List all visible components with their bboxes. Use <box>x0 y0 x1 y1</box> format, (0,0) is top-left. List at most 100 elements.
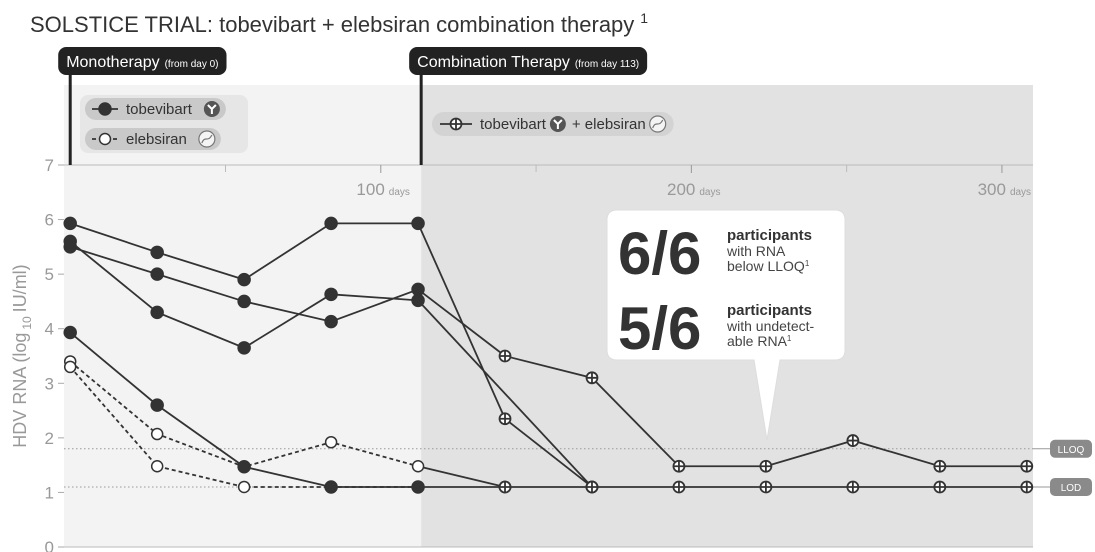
y-label-after: IU/ml) <box>10 264 30 312</box>
icon-sirna-strand <box>652 119 664 129</box>
marker <box>759 480 773 494</box>
phase-label: Monotherapy <box>66 54 159 71</box>
marker <box>585 480 599 494</box>
series-line <box>69 366 419 488</box>
y-tick-label: 4 <box>45 320 54 339</box>
marker <box>498 480 512 494</box>
phase-tag-bg <box>409 47 648 75</box>
y-label-text: HDV RNA (log <box>10 333 30 448</box>
marker <box>324 216 338 231</box>
callout-value: 6/6 <box>618 220 701 287</box>
marker <box>98 102 112 116</box>
marker <box>150 427 164 441</box>
marker <box>63 216 77 231</box>
marker <box>150 245 164 260</box>
callout-head: participants <box>727 302 812 319</box>
phase-note: (from day 113) <box>575 59 639 70</box>
marker <box>411 293 425 308</box>
chart-title: SOLSTICE TRIAL: tobevibart + elebsiran c… <box>30 10 648 37</box>
marker <box>150 398 164 412</box>
callout-line: able RNA <box>727 333 788 349</box>
marker <box>498 349 512 363</box>
callout-value: 5/6 <box>618 295 701 362</box>
series-line <box>417 288 1027 468</box>
marker <box>672 480 686 494</box>
marker <box>237 341 251 355</box>
marker <box>98 132 112 146</box>
legend-label: elebsiran <box>126 131 187 148</box>
legend-label: tobevibart <box>480 116 547 133</box>
reference-label: LOD <box>1061 483 1082 494</box>
callout-head: participants <box>727 227 812 244</box>
y-tick-label: 2 <box>45 429 54 448</box>
callout-text: with RNA <box>726 243 786 259</box>
marker <box>237 480 251 494</box>
legend: tobevibart + elebsiran <box>432 112 674 136</box>
marker <box>846 434 860 447</box>
y-tick-label: 6 <box>45 211 54 230</box>
marker <box>411 480 425 494</box>
marker <box>150 267 164 281</box>
title-text: SOLSTICE TRIAL: tobevibart + elebsiran c… <box>30 12 634 37</box>
x-tick-label: 200 <box>667 180 695 199</box>
legend-pill <box>85 128 221 150</box>
y-tick-label: 3 <box>45 374 54 393</box>
y-label-sub: 10 <box>20 316 34 330</box>
y-axis-label: HDV RNA (log 10 IU/ml) <box>10 264 34 447</box>
marker <box>63 234 77 249</box>
phase-tag: Combination Therapy (from day 113) <box>409 47 648 75</box>
reference-label: LLOQ <box>1058 445 1085 456</box>
marker <box>1020 459 1034 473</box>
callout-sup: 1 <box>787 334 792 343</box>
callout-text: with undetect- <box>726 318 814 334</box>
marker <box>63 360 77 374</box>
y-tick-label: 5 <box>45 265 54 284</box>
marker <box>585 371 599 385</box>
x-tick-unit: days <box>699 187 720 198</box>
marker <box>237 460 251 474</box>
series-line <box>417 465 506 488</box>
y-tick-label: 7 <box>45 156 54 175</box>
marker <box>846 480 860 494</box>
callout-sup: 1 <box>805 259 810 268</box>
legend: tobevibart elebsiran <box>80 95 248 153</box>
marker <box>63 325 77 340</box>
phase-note: (from day 0) <box>165 59 219 70</box>
series-line <box>417 299 593 488</box>
reference-tag <box>1050 477 1092 496</box>
y-tick-label: 1 <box>45 483 54 502</box>
legend-label: + elebsiran <box>572 116 646 133</box>
callout-box <box>606 209 846 441</box>
x-tick-unit: days <box>389 187 410 198</box>
marker <box>933 459 947 473</box>
icon-sirna-strand <box>201 134 213 144</box>
callout-line: below LLOQ <box>727 258 805 274</box>
callout-text: below LLOQ1 <box>727 258 810 274</box>
marker <box>411 459 425 473</box>
icon-antibody-y <box>207 104 217 114</box>
phase-tag-bg <box>58 47 227 75</box>
y-tick-label: 0 <box>45 538 54 552</box>
marker <box>1020 480 1034 494</box>
marker <box>237 294 251 309</box>
marker <box>672 459 686 473</box>
x-tick-label: 300 <box>978 180 1006 199</box>
phase-tag: Monotherapy (from day 0) <box>58 47 227 75</box>
phase-tag-text: Monotherapy (from day 0) <box>66 54 218 71</box>
legend-pill <box>85 98 226 120</box>
marker <box>324 314 338 329</box>
marker <box>324 435 338 449</box>
marker <box>324 287 338 302</box>
marker <box>237 272 251 287</box>
title-sup: 1 <box>640 10 648 26</box>
marker <box>449 117 463 131</box>
phase-tag-text: Combination Therapy (from day 113) <box>417 54 639 71</box>
marker <box>759 459 773 473</box>
marker <box>150 459 164 473</box>
marker <box>498 412 512 426</box>
callout-line: with RNA <box>726 243 786 259</box>
icon-antibody-y <box>553 119 563 129</box>
